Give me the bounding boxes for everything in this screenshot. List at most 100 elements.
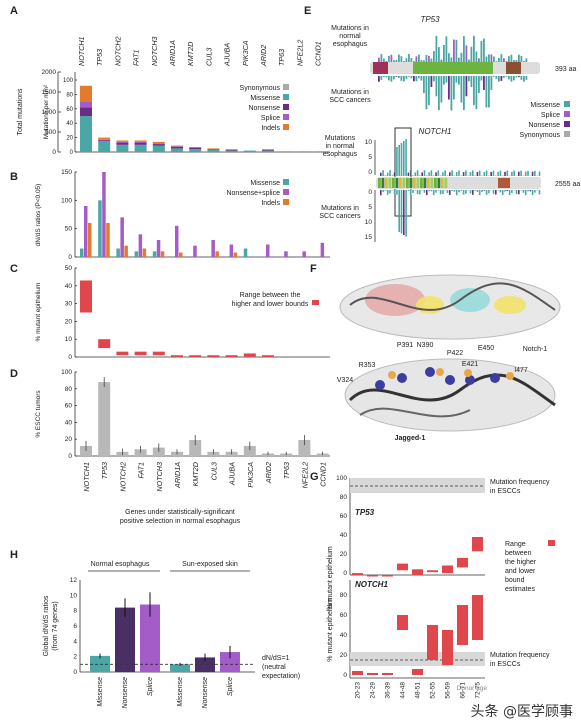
bar-d (298, 440, 311, 456)
gene-label-bottom: CUL3 (209, 462, 218, 480)
tick-a-right: 40 (66, 121, 73, 127)
n1-scc-bar (462, 190, 465, 195)
n1-normal-bar (524, 171, 527, 176)
n1-normal-bar (483, 171, 486, 176)
g-tp53-range-bar (397, 563, 408, 571)
ribbon-top (349, 282, 556, 311)
n1-normal-bar (442, 172, 444, 176)
tp53-normal-bar (500, 54, 503, 62)
tp53-normal-bar (395, 59, 398, 62)
gene-label-top: NOTCH1 (77, 36, 86, 66)
bar-b-nonsense-splice (320, 242, 325, 257)
bar-b-nonsense-splice (102, 172, 106, 257)
g-tick-bottom: 80 (340, 592, 348, 599)
g-tp53-title: TP53 (355, 508, 375, 517)
bar-a-missense (316, 151, 329, 152)
n1-normal-bar (520, 170, 522, 176)
panel-label-D: D (10, 368, 18, 380)
tp53-scc-bar (428, 76, 430, 106)
tp53-scc-bar (390, 76, 393, 82)
residue-sphere-orange (436, 368, 444, 376)
tp53-scc-bar (485, 76, 488, 108)
bar-a-indels (116, 140, 129, 142)
bar-b-missense (134, 251, 139, 257)
tick-a-right: 100 (63, 78, 74, 84)
bar-d (80, 445, 92, 456)
tick-d: 20 (65, 436, 73, 443)
e-n1-top-label: Mutations (325, 135, 356, 142)
n1-normal-bar (407, 172, 410, 176)
n1-normal-bar (476, 172, 479, 176)
residue-sphere (490, 373, 500, 383)
n1-domain-ank (498, 178, 510, 188)
tp53-normal-bar (485, 56, 488, 62)
n1-normal-bar (416, 170, 419, 176)
gene-label-top: KMT2D (186, 42, 195, 66)
residue-sphere-orange (464, 369, 472, 377)
tp53-normal-bar (425, 54, 428, 62)
gene-label-top: NOTCH2 (113, 36, 122, 66)
g-tp53-range-bar (367, 575, 378, 577)
n1-egf-repeat (395, 178, 399, 188)
h-xlabel: Missense (97, 677, 104, 707)
tp53-normal-bar (413, 61, 415, 62)
h-group-normal: Normal esophagus (91, 561, 150, 568)
tp53-normal-bar (495, 61, 498, 62)
n1-normal-bar (423, 170, 426, 176)
n1-egf-repeat (420, 178, 423, 188)
bar-a-splice (98, 139, 111, 141)
tp53-normal-bar (388, 55, 390, 62)
n1-tick-top: 10 (365, 139, 373, 146)
tp53-normal-bar (525, 58, 528, 62)
tp53-scc-bar (520, 76, 523, 80)
n1-scc-bar (449, 190, 451, 195)
panel-label-G: G (310, 471, 319, 483)
tp53-scc-bar (383, 76, 385, 78)
n1-scc-bar (488, 190, 490, 194)
legend-e-swatch (564, 111, 570, 117)
n1-scc-bar (515, 190, 518, 195)
n1-scc-bar (511, 190, 513, 193)
n1-scc-bar (409, 190, 412, 196)
tp53-scc-bar (388, 76, 390, 81)
gene-label-top: ARID1A (168, 40, 177, 67)
tp53-normal-bar (455, 39, 458, 62)
residue-sphere (465, 375, 475, 385)
n1-egf-repeat (413, 178, 416, 188)
gene-label-top: TP63 (277, 49, 286, 66)
tp53-scc-bar (465, 76, 468, 97)
gene-title-notch1: NOTCH1 (419, 127, 452, 136)
n1-normal-bar (403, 141, 405, 176)
watermark: 头条 @医学顾事 (470, 704, 573, 720)
g-legend-line: bound (505, 577, 525, 584)
tp53-normal-bar (430, 58, 433, 62)
n1-normal-bar (451, 170, 453, 176)
n1-normal-bar (398, 145, 400, 176)
tp53-scc-bar (400, 76, 403, 81)
tp53-normal-bar (465, 45, 468, 62)
n1-normal-bar (472, 170, 474, 176)
tp53-normal-bar (478, 58, 480, 62)
bar-b-nonsense-splice (302, 251, 306, 257)
n1-scc-bar (398, 190, 400, 232)
tp53-scc-bar (423, 76, 425, 94)
h-tick: 8 (73, 608, 77, 615)
h-xlabel: Missense (177, 677, 184, 707)
tp53-normal-bar (480, 40, 483, 62)
bar-a-nonsense (262, 149, 274, 151)
n1-normal-bar (380, 172, 382, 176)
ylabel-d: % ESCC tumors (35, 390, 42, 438)
n1-normal-bar (462, 172, 465, 176)
tp53-scc-bar (508, 76, 510, 80)
tp53-scc-bar (480, 76, 483, 81)
tick-c: 20 (65, 318, 73, 325)
tp53-normal-bar (503, 58, 505, 62)
n1-scc-bar (524, 190, 527, 196)
bar-a-missense (152, 145, 165, 152)
n1-egf-repeat (416, 178, 420, 188)
range-bar-c (262, 355, 274, 357)
h-tick: 4 (73, 638, 77, 645)
caption-d-1: Genes under statistically-significant (125, 509, 235, 516)
n1-scc-bar (426, 190, 428, 196)
bar-a-nonsense (80, 107, 92, 116)
